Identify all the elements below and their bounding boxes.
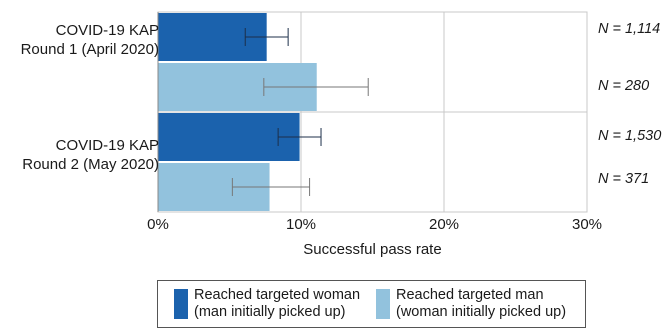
n-label-round1-man: N = 280	[598, 78, 650, 94]
x-tick-label: 0%	[147, 216, 169, 233]
x-tick-label: 20%	[429, 216, 459, 233]
bar	[158, 113, 300, 161]
n-label-round2-woman: N = 1,530	[598, 128, 662, 144]
legend-label-man-line1: Reached targeted man	[396, 287, 544, 303]
legend: Reached targeted woman (man initially pi…	[157, 280, 586, 328]
x-axis-label: Successful pass rate	[303, 241, 441, 258]
bar-chart: 0% 10% 20% 30% Successful pass rate	[147, 11, 602, 258]
x-tick-label: 10%	[286, 216, 316, 233]
legend-label-man-line2: (woman initially picked up)	[396, 304, 567, 320]
n-label-round1-woman: N = 1,114	[598, 21, 661, 37]
x-tick-label: 30%	[572, 216, 602, 233]
category-label-round-2: COVID-19 KAP Round 2 (May 2020)	[22, 137, 159, 173]
legend-label-woman-line2: (man initially picked up)	[194, 304, 346, 320]
legend-swatch-man	[376, 289, 390, 319]
legend-swatch-woman	[174, 289, 188, 319]
legend-label-woman-line1: Reached targeted woman	[194, 287, 361, 303]
n-label-round2-man: N = 371	[598, 171, 650, 187]
category-label-round-1: COVID-19 KAP Round 1 (April 2020)	[20, 22, 159, 58]
